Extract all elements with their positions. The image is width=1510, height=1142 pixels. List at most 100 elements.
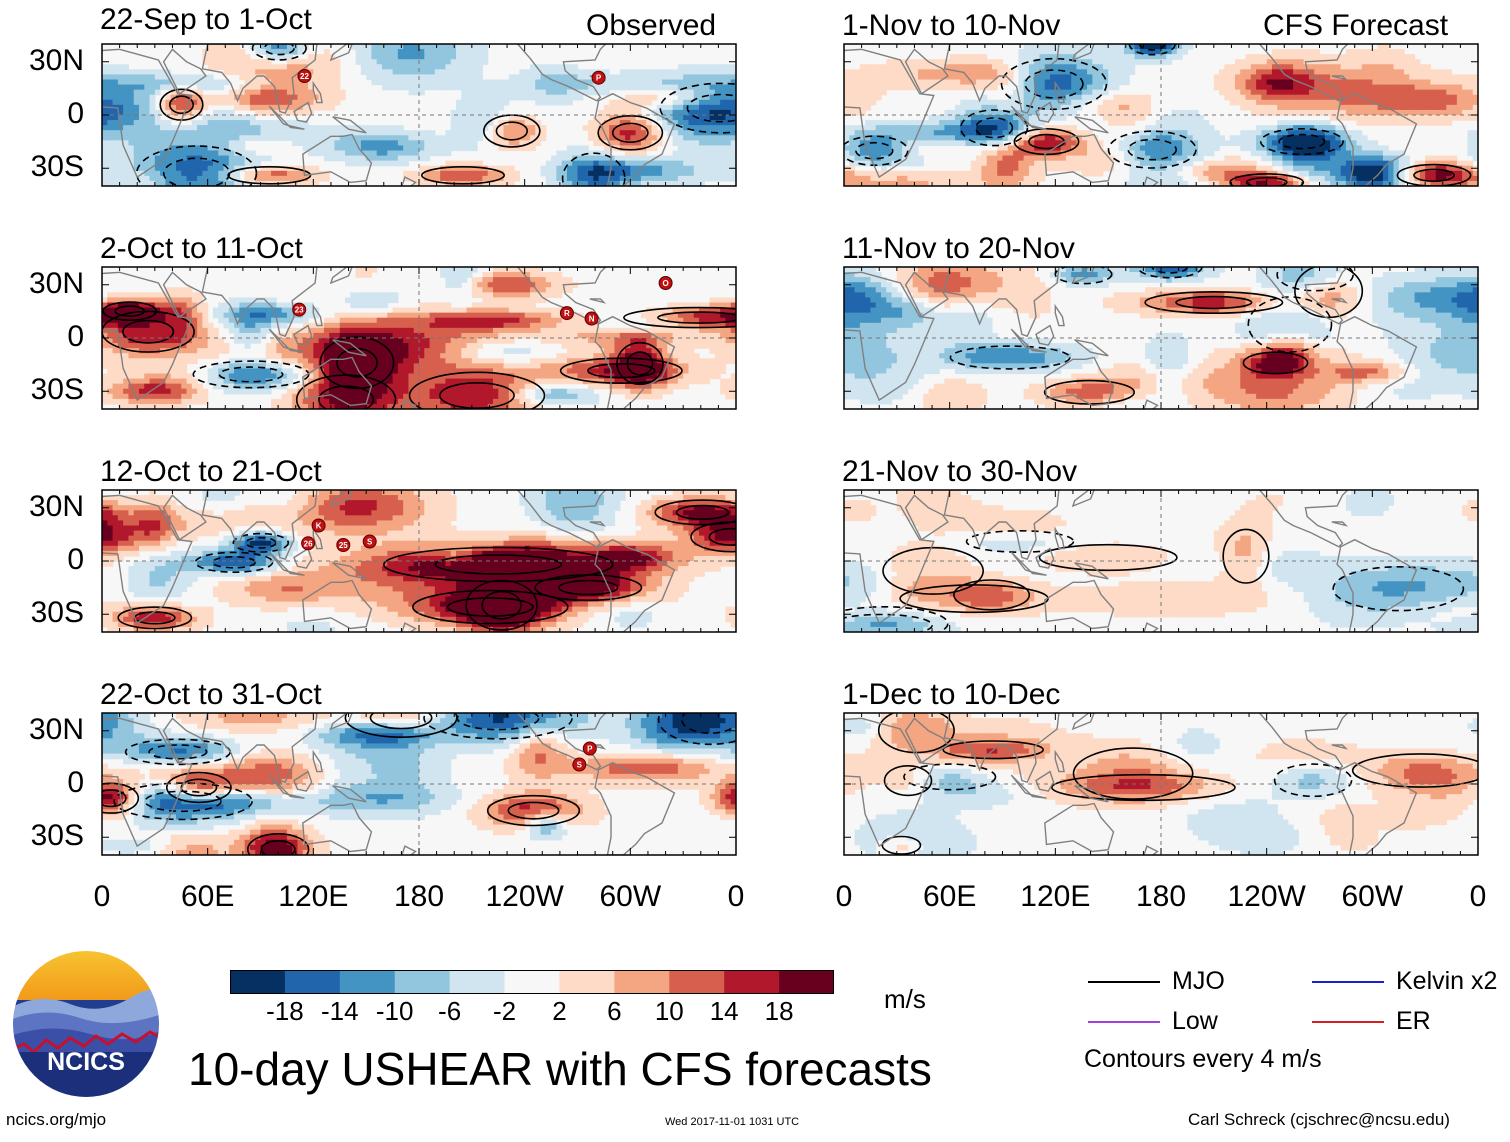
- shear-cell: [239, 125, 245, 131]
- shear-cell: [202, 120, 208, 126]
- shear-cell: [630, 328, 636, 334]
- shear-cell: [625, 161, 631, 167]
- shear-cell: [255, 135, 261, 141]
- shear-cell: [556, 151, 562, 157]
- shear-cell: [255, 338, 261, 344]
- shear-cell: [673, 166, 679, 172]
- shear-cell: [699, 176, 705, 182]
- shear-cell: [181, 130, 187, 136]
- shear-cell: [509, 272, 515, 278]
- shear-cell: [218, 145, 224, 151]
- shear-cell: [588, 394, 594, 400]
- shear-cell: [630, 389, 636, 395]
- shear-cell: [683, 176, 689, 182]
- shear-cell: [525, 69, 531, 75]
- shear-cell: [641, 80, 647, 86]
- shear-cell: [208, 328, 214, 334]
- shear-cell: [636, 130, 642, 136]
- shear-cell: [403, 74, 409, 80]
- shear-cell: [583, 389, 589, 395]
- shear-cell: [451, 49, 457, 55]
- shear-cell: [625, 151, 631, 157]
- shear-cell: [245, 176, 251, 182]
- shear-cell: [313, 353, 319, 359]
- shear-cell: [572, 328, 578, 334]
- shear-cell: [250, 135, 256, 141]
- shear-cell: [239, 74, 245, 80]
- shear-cell: [477, 130, 483, 136]
- shear-cell: [472, 389, 478, 395]
- shear-cell: [514, 394, 520, 400]
- shear-cell: [192, 353, 198, 359]
- shear-cell: [715, 151, 721, 157]
- shear-cell: [530, 95, 536, 101]
- shear-cell: [720, 90, 726, 96]
- shear-cell: [181, 374, 187, 380]
- shear-cell: [699, 100, 705, 106]
- shear-cell: [519, 277, 525, 283]
- shear-cell: [720, 343, 726, 349]
- shear-cell: [176, 394, 182, 400]
- shear-cell: [440, 80, 446, 86]
- shear-cell: [509, 363, 515, 369]
- shear-cell: [218, 49, 224, 55]
- shear-cell: [350, 303, 356, 309]
- shear-cell: [229, 374, 235, 380]
- shear-cell: [234, 297, 240, 303]
- shear-cell: [387, 140, 393, 146]
- shear-cell: [218, 120, 224, 126]
- shear-cell: [387, 358, 393, 364]
- shear-cell: [308, 348, 314, 354]
- shear-cell: [694, 171, 700, 177]
- shear-cell: [562, 338, 568, 344]
- shear-cell: [224, 490, 230, 496]
- shear-cell: [678, 358, 684, 364]
- shear-cell: [461, 348, 467, 354]
- shear-cell: [588, 151, 594, 157]
- shear-cell: [377, 303, 383, 309]
- shear-cell: [456, 85, 462, 91]
- shear-cell: [107, 156, 113, 162]
- shear-cell: [393, 308, 399, 314]
- shear-cell: [224, 348, 230, 354]
- shear-cell: [187, 297, 193, 303]
- shear-cell: [572, 161, 578, 167]
- shear-cell: [144, 292, 150, 298]
- shear-cell: [319, 59, 325, 65]
- shear-cell: [171, 389, 177, 395]
- shear-cell: [282, 171, 288, 177]
- shear-cell: [662, 343, 668, 349]
- shear-cell: [625, 69, 631, 75]
- shear-cell: [208, 95, 214, 101]
- shear-cell: [371, 151, 377, 157]
- shear-cell: [424, 389, 430, 395]
- shear-cell: [176, 140, 182, 146]
- shear-cell: [493, 85, 499, 91]
- shear-cell: [208, 343, 214, 349]
- shear-cell: [467, 358, 473, 364]
- shear-cell: [467, 374, 473, 380]
- shear-cell: [477, 292, 483, 298]
- shear-cell: [662, 85, 668, 91]
- shear-cell: [118, 171, 124, 177]
- shear-cell: [350, 156, 356, 162]
- shear-cell: [493, 363, 499, 369]
- shear-cell: [382, 145, 388, 151]
- shear-cell: [641, 74, 647, 80]
- shear-cell: [361, 363, 367, 369]
- shear-cell: [261, 176, 267, 182]
- shear-cell: [403, 358, 409, 364]
- shear-cell: [688, 368, 694, 374]
- shear-cell: [599, 161, 605, 167]
- shear-cell: [313, 176, 319, 182]
- shear-cell: [308, 384, 314, 390]
- shear-cell: [255, 313, 261, 319]
- shear-cell: [139, 353, 145, 359]
- shear-cell: [646, 100, 652, 106]
- shear-cell: [197, 338, 203, 344]
- shear-cell: [720, 389, 726, 395]
- shear-cell: [345, 328, 351, 334]
- shear-cell: [208, 135, 214, 141]
- shear-cell: [541, 64, 547, 70]
- shear-cell: [334, 313, 340, 319]
